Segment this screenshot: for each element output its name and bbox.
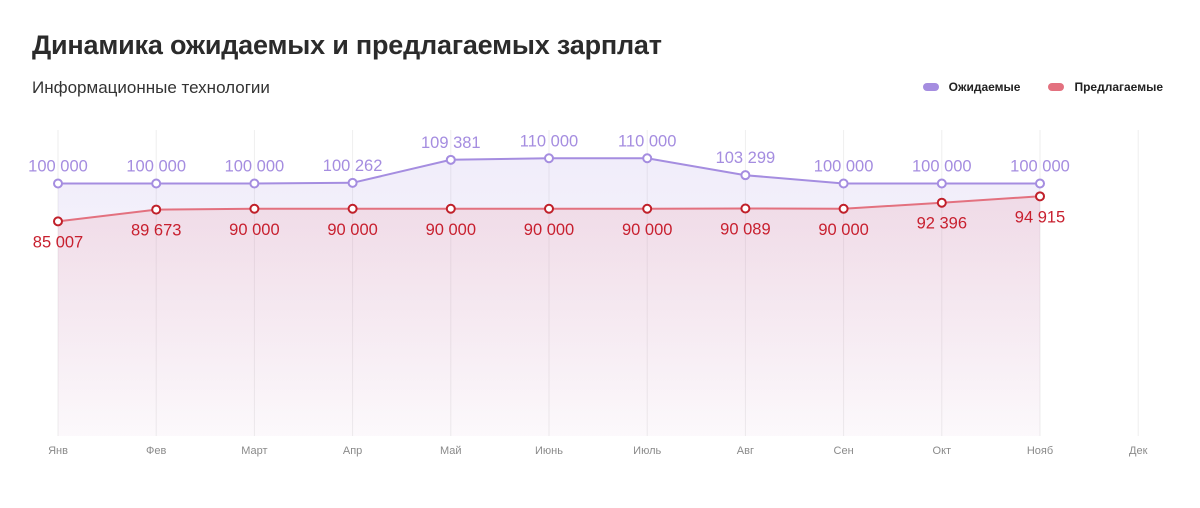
point-offered [1035,191,1045,202]
data-label-offered: 90 000 [229,221,279,239]
chart-title: Динамика ожидаемых и предлагаемых зарпла… [32,30,662,60]
legend-swatch-expected [922,83,939,91]
x-tick-label: Янв [48,445,68,457]
data-label-offered: 90 000 [524,221,574,239]
x-tick-label: Фев [146,445,166,457]
legend-item-expected[interactable]: Ожидаемые [922,80,1021,94]
x-tick-label: Июнь [535,445,563,457]
data-label-expected: 110 000 [520,132,578,150]
point-offered [740,203,751,214]
legend-label-offered: Предлагаемые [1074,80,1163,94]
point-expected [53,178,63,189]
data-label-offered: 90 000 [818,221,868,239]
point-expected [838,178,849,189]
data-label-offered: 89 673 [131,222,181,240]
x-tick-label: Сен [834,445,854,457]
point-expected [544,153,554,164]
data-label-expected: 100 000 [225,158,285,176]
area-offered [58,196,1040,436]
data-label-expected: 100 000 [126,158,186,176]
point-offered [544,203,554,214]
point-offered [151,204,162,215]
point-expected [936,178,947,189]
x-tick-label: Май [440,445,462,457]
x-axis-ticks: Янв Фев Март Апр Май Июнь Июль Авг Сен Окт Нояб Дек [48,445,1148,457]
chart-points [53,153,1045,227]
chart-areas [58,158,1040,437]
point-expected [249,178,260,189]
chart-data-labels: 100 000 100 000 100 000 100 262 109 381 110 0… [28,132,1070,251]
legend-label-expected: Ожидаемые [948,80,1021,94]
x-tick-label: Июль [633,445,661,457]
point-expected [740,170,751,181]
point-expected [445,154,456,165]
x-tick-label: Авг [737,445,754,457]
data-label-offered: 85 007 [33,233,83,251]
data-label-offered: 90 000 [327,221,377,239]
point-offered [936,197,947,208]
data-label-expected: 103 299 [716,149,776,167]
point-expected [347,177,358,188]
point-offered [249,203,260,214]
data-label-offered: 90 089 [720,221,770,239]
chart-subtitle: Информационные технологии [32,78,270,97]
point-offered [53,216,63,227]
data-label-offered: 94 915 [1015,208,1065,226]
legend-item-offered[interactable]: Предлагаемые [1048,80,1163,94]
point-expected [642,153,653,164]
x-tick-label: Нояб [1027,445,1053,457]
point-offered [445,203,456,214]
point-offered [347,203,358,214]
data-label-expected: 100 262 [323,157,383,175]
data-label-offered: 92 396 [917,215,967,233]
data-label-expected: 100 000 [1010,158,1070,176]
point-offered [642,203,653,214]
x-tick-label: Март [241,445,267,457]
legend: Ожидаемые Предлагаемые [922,80,1163,94]
point-expected [1035,178,1045,189]
data-label-offered: 90 000 [622,221,672,239]
data-label-expected: 100 000 [28,158,88,176]
legend-swatch-offered [1048,83,1065,91]
x-tick-label: Окт [933,445,952,457]
data-label-expected: 109 381 [421,134,481,152]
point-offered [838,203,849,214]
data-label-expected: 110 000 [618,132,676,150]
point-expected [151,178,162,189]
data-label-offered: 90 000 [426,221,476,239]
x-tick-label: Апр [343,445,362,457]
data-label-expected: 100 000 [814,158,874,176]
data-label-expected: 100 000 [912,158,972,176]
x-tick-label: Дек [1129,445,1148,457]
